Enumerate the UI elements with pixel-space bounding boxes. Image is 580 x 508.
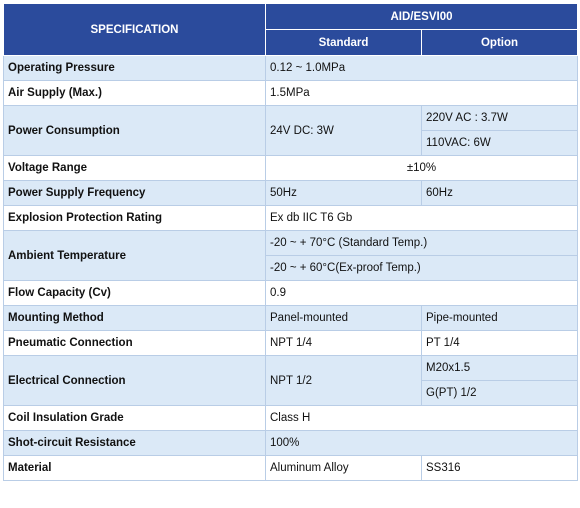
value-pneumatic-standard: NPT 1/4 bbox=[265, 330, 422, 356]
row-pneumatic-connection: Pneumatic Connection NPT 1/4 PT 1/4 bbox=[3, 330, 578, 356]
label-voltage-range: Voltage Range bbox=[3, 155, 266, 181]
row-explosion-protection: Explosion Protection Rating Ex db IIC T6… bbox=[3, 205, 578, 231]
value-flow-capacity: 0.9 bbox=[265, 280, 578, 306]
label-ambient-temperature: Ambient Temperature bbox=[3, 230, 266, 281]
value-pneumatic-option: PT 1/4 bbox=[421, 330, 578, 356]
value-air-supply: 1.5MPa bbox=[265, 80, 578, 106]
value-frequency-standard: 50Hz bbox=[265, 180, 422, 206]
row-flow-capacity: Flow Capacity (Cv) 0.9 bbox=[3, 280, 578, 306]
value-material-option: SS316 bbox=[421, 455, 578, 481]
header-specification: SPECIFICATION bbox=[3, 3, 266, 56]
value-mounting-option: Pipe-mounted bbox=[421, 305, 578, 331]
row-ambient-temperature: Ambient Temperature -20 ~ + 70°C (Standa… bbox=[3, 230, 578, 281]
value-mounting-standard: Panel-mounted bbox=[265, 305, 422, 331]
value-frequency-option: 60Hz bbox=[421, 180, 578, 206]
label-power-supply-frequency: Power Supply Frequency bbox=[3, 180, 266, 206]
label-flow-capacity: Flow Capacity (Cv) bbox=[3, 280, 266, 306]
value-short-circuit: 100% bbox=[265, 430, 578, 456]
row-coil-insulation: Coil Insulation Grade Class H bbox=[3, 405, 578, 431]
value-electrical-option-1: M20x1.5 bbox=[421, 355, 578, 381]
label-material: Material bbox=[3, 455, 266, 481]
label-coil-insulation: Coil Insulation Grade bbox=[3, 405, 266, 431]
label-pneumatic-connection: Pneumatic Connection bbox=[3, 330, 266, 356]
value-operating-pressure: 0.12 ~ 1.0MPa bbox=[265, 55, 578, 81]
label-electrical-connection: Electrical Connection bbox=[3, 355, 266, 406]
label-short-circuit: Shot-circuit Resistance bbox=[3, 430, 266, 456]
row-mounting-method: Mounting Method Panel-mounted Pipe-mount… bbox=[3, 305, 578, 331]
header-model: AID/ESVI00 bbox=[265, 3, 578, 30]
label-air-supply: Air Supply (Max.) bbox=[3, 80, 266, 106]
label-explosion-protection: Explosion Protection Rating bbox=[3, 205, 266, 231]
row-short-circuit: Shot-circuit Resistance 100% bbox=[3, 430, 578, 456]
value-explosion-protection: Ex db IIC T6 Gb bbox=[265, 205, 578, 231]
value-material-standard: Aluminum Alloy bbox=[265, 455, 422, 481]
label-power-consumption: Power Consumption bbox=[3, 105, 266, 156]
row-power-consumption: Power Consumption 24V DC: 3W 220V AC : 3… bbox=[3, 105, 578, 156]
row-operating-pressure: Operating Pressure 0.12 ~ 1.0MPa bbox=[3, 55, 578, 81]
header-standard: Standard bbox=[265, 29, 422, 56]
label-mounting-method: Mounting Method bbox=[3, 305, 266, 331]
row-power-supply-frequency: Power Supply Frequency 50Hz 60Hz bbox=[3, 180, 578, 206]
row-power-consumption-2: 110VAC: 6W bbox=[4, 130, 578, 156]
row-ambient-temperature-2: -20 ~ + 60°C(Ex-proof Temp.) bbox=[4, 255, 578, 281]
value-ambient-temperature-2: -20 ~ + 60°C(Ex-proof Temp.) bbox=[265, 255, 578, 281]
row-electrical-connection: Electrical Connection NPT 1/2 M20x1.5 bbox=[3, 355, 578, 406]
value-power-consumption-standard: 24V DC: 3W bbox=[265, 105, 422, 156]
label-operating-pressure: Operating Pressure bbox=[3, 55, 266, 81]
row-air-supply: Air Supply (Max.) 1.5MPa bbox=[3, 80, 578, 106]
value-electrical-option-2: G(PT) 1/2 bbox=[421, 380, 578, 406]
row-material: Material Aluminum Alloy SS316 bbox=[3, 455, 578, 481]
value-electrical-standard: NPT 1/2 bbox=[265, 355, 422, 406]
header-option: Option bbox=[421, 29, 578, 56]
value-power-consumption-option-2: 110VAC: 6W bbox=[421, 130, 578, 156]
value-voltage-range: ±10% bbox=[265, 155, 578, 181]
value-ambient-temperature-1: -20 ~ + 70°C (Standard Temp.) bbox=[265, 230, 578, 256]
value-coil-insulation: Class H bbox=[265, 405, 578, 431]
row-voltage-range: Voltage Range ±10% bbox=[3, 155, 578, 181]
value-power-consumption-option-1: 220V AC : 3.7W bbox=[421, 105, 578, 131]
spec-table-container: SPECIFICATION AID/ESVI00 Standard Option… bbox=[3, 3, 578, 505]
spec-table: SPECIFICATION AID/ESVI00 Standard Option… bbox=[3, 3, 578, 481]
